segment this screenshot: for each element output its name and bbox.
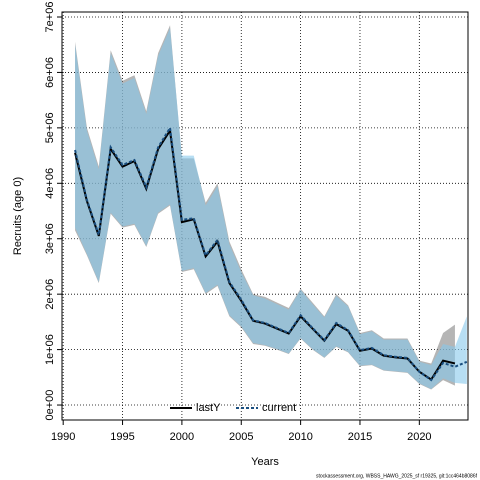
x-tick-label: 1990 [51,431,75,443]
plot-frame [61,11,469,421]
y-tick-label: 3e+06 [44,223,56,254]
x-tick-label: 2005 [229,431,253,443]
y-tick-label: 7e+06 [44,2,56,33]
y-tick-label: 6e+06 [44,57,56,88]
x-axis-label: Years [251,456,279,468]
confidence-band [75,28,467,389]
legend-label: lastY [196,402,221,414]
y-tick-label: 5e+06 [44,112,56,143]
x-tick-label: 2020 [407,431,431,443]
x-tick-label: 2000 [170,431,194,443]
x-tick-label: 2015 [348,431,372,443]
series-line [74,124,468,382]
x-tick-label: 2010 [288,431,312,443]
footer: stockassessment.org, WBSS_HAWG_2025_sf r… [316,473,478,479]
y-tick-label: 2e+06 [44,279,56,310]
y-tick-label: 0e+00 [44,390,56,421]
y-axis-label: Recruits (age 0) [12,177,24,255]
y-tick-label: 1e+06 [44,334,56,365]
x-tick-label: 1995 [110,431,134,443]
legend-label: current [262,402,296,414]
y-tick-label: 4e+06 [44,168,56,199]
